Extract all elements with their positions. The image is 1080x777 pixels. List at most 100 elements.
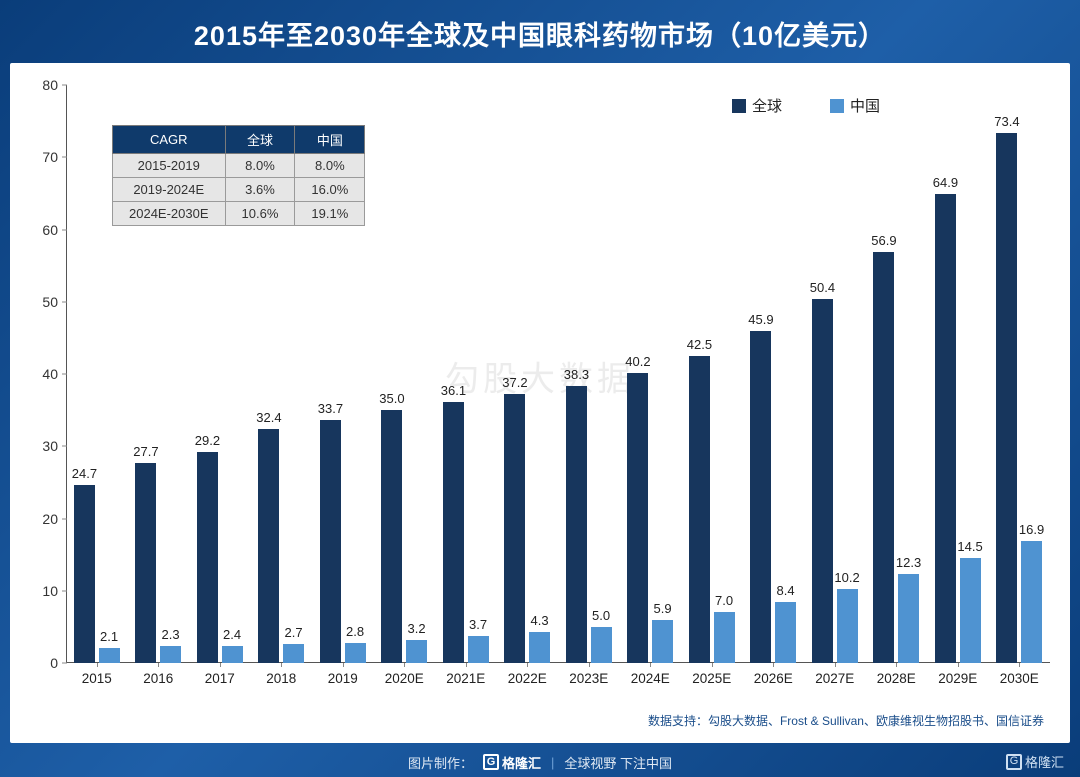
bar-china: 3.7 [468, 636, 489, 663]
bar-china: 4.3 [529, 632, 550, 663]
y-tick-label: 20 [28, 511, 58, 527]
bar-value-label: 64.9 [933, 175, 958, 190]
source-line: 数据支持：勾股大数据、Frost & Sullivan、欧康维视生物招股书、国信… [648, 712, 1044, 729]
cagr-cell: 8.0% [225, 154, 295, 178]
bar-global: 37.2 [504, 394, 525, 663]
footer-credit-label: 图片制作： [408, 753, 473, 772]
legend-label-china: 中国 [850, 95, 880, 116]
y-tick-label: 0 [28, 655, 58, 671]
bar-china: 16.9 [1021, 541, 1042, 663]
x-tick-label: 2016 [143, 671, 173, 686]
x-tick-label: 2026E [754, 671, 793, 686]
bar-global: 45.9 [750, 331, 771, 663]
bar-value-label: 45.9 [748, 312, 773, 327]
x-tick-label: 2024E [631, 671, 670, 686]
bar-value-label: 2.4 [223, 627, 241, 642]
bar-china: 2.1 [99, 648, 120, 663]
bar-group: 36.13.72021E [435, 85, 497, 663]
bar-value-label: 2.3 [162, 627, 180, 642]
bar-value-label: 14.5 [957, 539, 982, 554]
bar-value-label: 73.4 [994, 114, 1019, 129]
bar-group: 42.57.02025E [681, 85, 743, 663]
y-tick-label: 70 [28, 149, 58, 165]
bar-china: 7.0 [714, 612, 735, 663]
bar-global: 36.1 [443, 402, 464, 663]
x-tick-label: 2028E [877, 671, 916, 686]
bar-global: 56.9 [873, 252, 894, 663]
cagr-cell: 3.6% [225, 178, 295, 202]
y-tick-label: 10 [28, 583, 58, 599]
logo-g-icon: G [483, 754, 499, 770]
bar-value-label: 3.2 [408, 621, 426, 636]
bar-global: 64.9 [935, 194, 956, 663]
bar-china: 8.4 [775, 602, 796, 663]
bar-value-label: 2.8 [346, 624, 364, 639]
cagr-cell: 2024E-2030E [113, 202, 226, 226]
footer: 图片制作： G 格隆汇 | 全球视野 下注中国 [0, 747, 1080, 777]
bar-value-label: 29.2 [195, 433, 220, 448]
x-tick-label: 2021E [446, 671, 485, 686]
x-tick-label: 2029E [938, 671, 977, 686]
bar-value-label: 42.5 [687, 337, 712, 352]
legend-swatch-global [732, 99, 746, 113]
bar-group: 45.98.42026E [743, 85, 805, 663]
x-tick-label: 2023E [569, 671, 608, 686]
chart-title: 2015年至2030年全球及中国眼科药物市场（10亿美元） [194, 21, 886, 51]
bar-global: 42.5 [689, 356, 710, 663]
x-tick-label: 2027E [815, 671, 854, 686]
bar-value-label: 8.4 [777, 583, 795, 598]
cagr-cell: 10.6% [225, 202, 295, 226]
bar-value-label: 10.2 [834, 570, 859, 585]
legend-item-china: 中国 [830, 95, 880, 116]
legend-swatch-china [830, 99, 844, 113]
y-tick-label: 60 [28, 222, 58, 238]
legend-label-global: 全球 [752, 95, 782, 116]
y-tick-label: 80 [28, 77, 58, 93]
bar-value-label: 4.3 [531, 613, 549, 628]
bar-global: 38.3 [566, 386, 587, 663]
x-tick-label: 2017 [205, 671, 235, 686]
x-tick-label: 2019 [328, 671, 358, 686]
bar-value-label: 24.7 [72, 466, 97, 481]
bar-group: 56.912.32028E [866, 85, 928, 663]
bar-china: 12.3 [898, 574, 919, 663]
bar-china: 10.2 [837, 589, 858, 663]
y-tick-label: 50 [28, 294, 58, 310]
bar-value-label: 33.7 [318, 401, 343, 416]
x-tick-label: 2025E [692, 671, 731, 686]
bar-value-label: 56.9 [871, 233, 896, 248]
cagr-header-cell: CAGR [113, 126, 226, 154]
bar-global: 33.7 [320, 420, 341, 663]
bar-group: 35.03.22020E [374, 85, 436, 663]
bar-china: 2.4 [222, 646, 243, 663]
footer-brand-logo: G 格隆汇 [483, 753, 541, 772]
bar-global: 40.2 [627, 373, 648, 663]
legend: 全球 中国 [732, 95, 880, 116]
bar-china: 2.3 [160, 646, 181, 663]
bar-global: 32.4 [258, 429, 279, 663]
x-tick-label: 2018 [266, 671, 296, 686]
chart-title-bar: 2015年至2030年全球及中国眼科药物市场（10亿美元） [0, 0, 1080, 63]
bar-value-label: 12.3 [896, 555, 921, 570]
cagr-cell: 8.0% [295, 154, 365, 178]
bar-global: 24.7 [74, 485, 95, 663]
cagr-table: CAGR全球中国 2015-20198.0%8.0%2019-2024E3.6%… [112, 125, 365, 226]
corner-logo: G 格隆汇 [1006, 752, 1064, 771]
bar-value-label: 32.4 [256, 410, 281, 425]
footer-tagline: 全球视野 下注中国 [564, 753, 672, 772]
bar-value-label: 16.9 [1019, 522, 1044, 537]
x-tick-label: 2030E [1000, 671, 1039, 686]
bar-china: 2.8 [345, 643, 366, 663]
bar-group: 64.914.52029E [927, 85, 989, 663]
bar-value-label: 3.7 [469, 617, 487, 632]
chart-container: 勾股大数据 01020304050607080 24.72.1201527.72… [10, 63, 1070, 743]
cagr-cell: 2015-2019 [113, 154, 226, 178]
plot-area: 01020304050607080 24.72.1201527.72.32016… [66, 85, 1050, 663]
y-tick-label: 40 [28, 366, 58, 382]
bar-value-label: 2.1 [100, 629, 118, 644]
footer-separator: | [551, 755, 554, 770]
y-tick-label: 30 [28, 438, 58, 454]
bar-global: 29.2 [197, 452, 218, 663]
bar-china: 5.0 [591, 627, 612, 663]
cagr-header-cell: 全球 [225, 126, 295, 154]
